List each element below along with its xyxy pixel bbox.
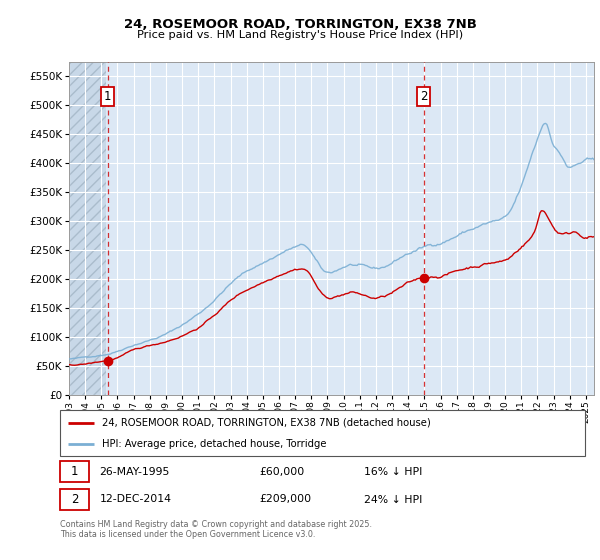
- Text: 26-MAY-1995: 26-MAY-1995: [100, 466, 170, 477]
- Text: 24% ↓ HPI: 24% ↓ HPI: [365, 494, 423, 505]
- Text: 24, ROSEMOOR ROAD, TORRINGTON, EX38 7NB: 24, ROSEMOOR ROAD, TORRINGTON, EX38 7NB: [124, 18, 476, 31]
- Text: 1: 1: [71, 465, 78, 478]
- Text: £209,000: £209,000: [260, 494, 311, 505]
- Text: 12-DEC-2014: 12-DEC-2014: [100, 494, 172, 505]
- Text: Contains HM Land Registry data © Crown copyright and database right 2025.
This d: Contains HM Land Registry data © Crown c…: [60, 520, 372, 539]
- Text: HPI: Average price, detached house, Torridge: HPI: Average price, detached house, Torr…: [102, 439, 326, 449]
- FancyBboxPatch shape: [60, 461, 89, 482]
- Text: 2: 2: [420, 90, 427, 103]
- Text: 24, ROSEMOOR ROAD, TORRINGTON, EX38 7NB (detached house): 24, ROSEMOOR ROAD, TORRINGTON, EX38 7NB …: [102, 418, 431, 428]
- Text: Price paid vs. HM Land Registry's House Price Index (HPI): Price paid vs. HM Land Registry's House …: [137, 30, 463, 40]
- Text: £60,000: £60,000: [260, 466, 305, 477]
- Text: 1: 1: [104, 90, 112, 103]
- Text: 2: 2: [71, 493, 78, 506]
- FancyBboxPatch shape: [60, 410, 585, 456]
- Text: 16% ↓ HPI: 16% ↓ HPI: [365, 466, 423, 477]
- FancyBboxPatch shape: [60, 489, 89, 510]
